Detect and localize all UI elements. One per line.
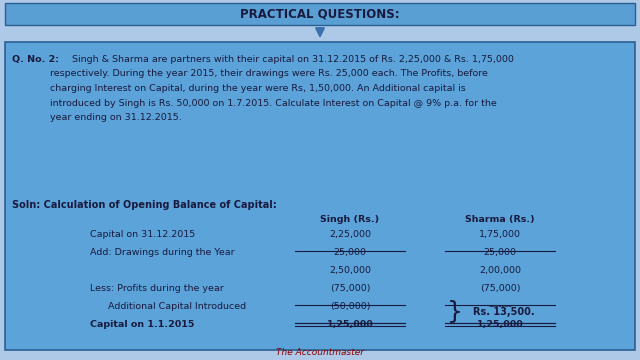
Text: Additional Capital Introduced: Additional Capital Introduced bbox=[90, 302, 246, 311]
Text: 1,75,000: 1,75,000 bbox=[479, 230, 521, 239]
Text: The Accountmaster: The Accountmaster bbox=[276, 348, 364, 357]
Text: 1,25,000: 1,25,000 bbox=[326, 320, 373, 329]
Text: Q. No. 2:: Q. No. 2: bbox=[12, 55, 59, 64]
Text: 2,00,000: 2,00,000 bbox=[479, 266, 521, 275]
Text: }: } bbox=[447, 300, 463, 324]
Text: Singh (Rs.): Singh (Rs.) bbox=[321, 215, 380, 224]
Text: 1,25,000: 1,25,000 bbox=[477, 320, 524, 329]
Text: Capital on 1.1.2015: Capital on 1.1.2015 bbox=[90, 320, 195, 329]
Text: Rs. 13,500.: Rs. 13,500. bbox=[473, 307, 534, 317]
Text: Add: Drawings during the Year: Add: Drawings during the Year bbox=[90, 248, 235, 257]
Text: 2,25,000: 2,25,000 bbox=[329, 230, 371, 239]
Text: 25,000: 25,000 bbox=[333, 248, 367, 257]
Text: Capital on 31.12.2015: Capital on 31.12.2015 bbox=[90, 230, 195, 239]
Text: (75,000): (75,000) bbox=[330, 284, 371, 293]
Text: respectively. During the year 2015, their drawings were Rs. 25,000 each. The Pro: respectively. During the year 2015, thei… bbox=[50, 69, 488, 78]
Text: 25,000: 25,000 bbox=[483, 248, 516, 257]
Text: Less: Profits during the year: Less: Profits during the year bbox=[90, 284, 224, 293]
Text: -------: ------- bbox=[488, 302, 512, 311]
Text: Sharma (Rs.): Sharma (Rs.) bbox=[465, 215, 535, 224]
Text: Singh & Sharma are partners with their capital on 31.12.2015 of Rs. 2,25,000 & R: Singh & Sharma are partners with their c… bbox=[72, 55, 514, 64]
Text: (50,000): (50,000) bbox=[330, 302, 371, 311]
Text: Soln: Calculation of Opening Balance of Capital:: Soln: Calculation of Opening Balance of … bbox=[12, 200, 276, 210]
Text: (75,000): (75,000) bbox=[480, 284, 520, 293]
Text: PRACTICAL QUESTIONS:: PRACTICAL QUESTIONS: bbox=[240, 8, 400, 21]
Text: charging Interest on Capital, during the year were Rs, 1,50,000. An Additional c: charging Interest on Capital, during the… bbox=[50, 84, 466, 93]
Bar bbox=[5, 3, 635, 25]
Text: introduced by Singh is Rs. 50,000 on 1.7.2015. Calculate Interest on Capital @ 9: introduced by Singh is Rs. 50,000 on 1.7… bbox=[50, 99, 497, 108]
Text: 2,50,000: 2,50,000 bbox=[329, 266, 371, 275]
Text: year ending on 31.12.2015.: year ending on 31.12.2015. bbox=[50, 113, 182, 122]
Bar bbox=[5, 42, 635, 350]
